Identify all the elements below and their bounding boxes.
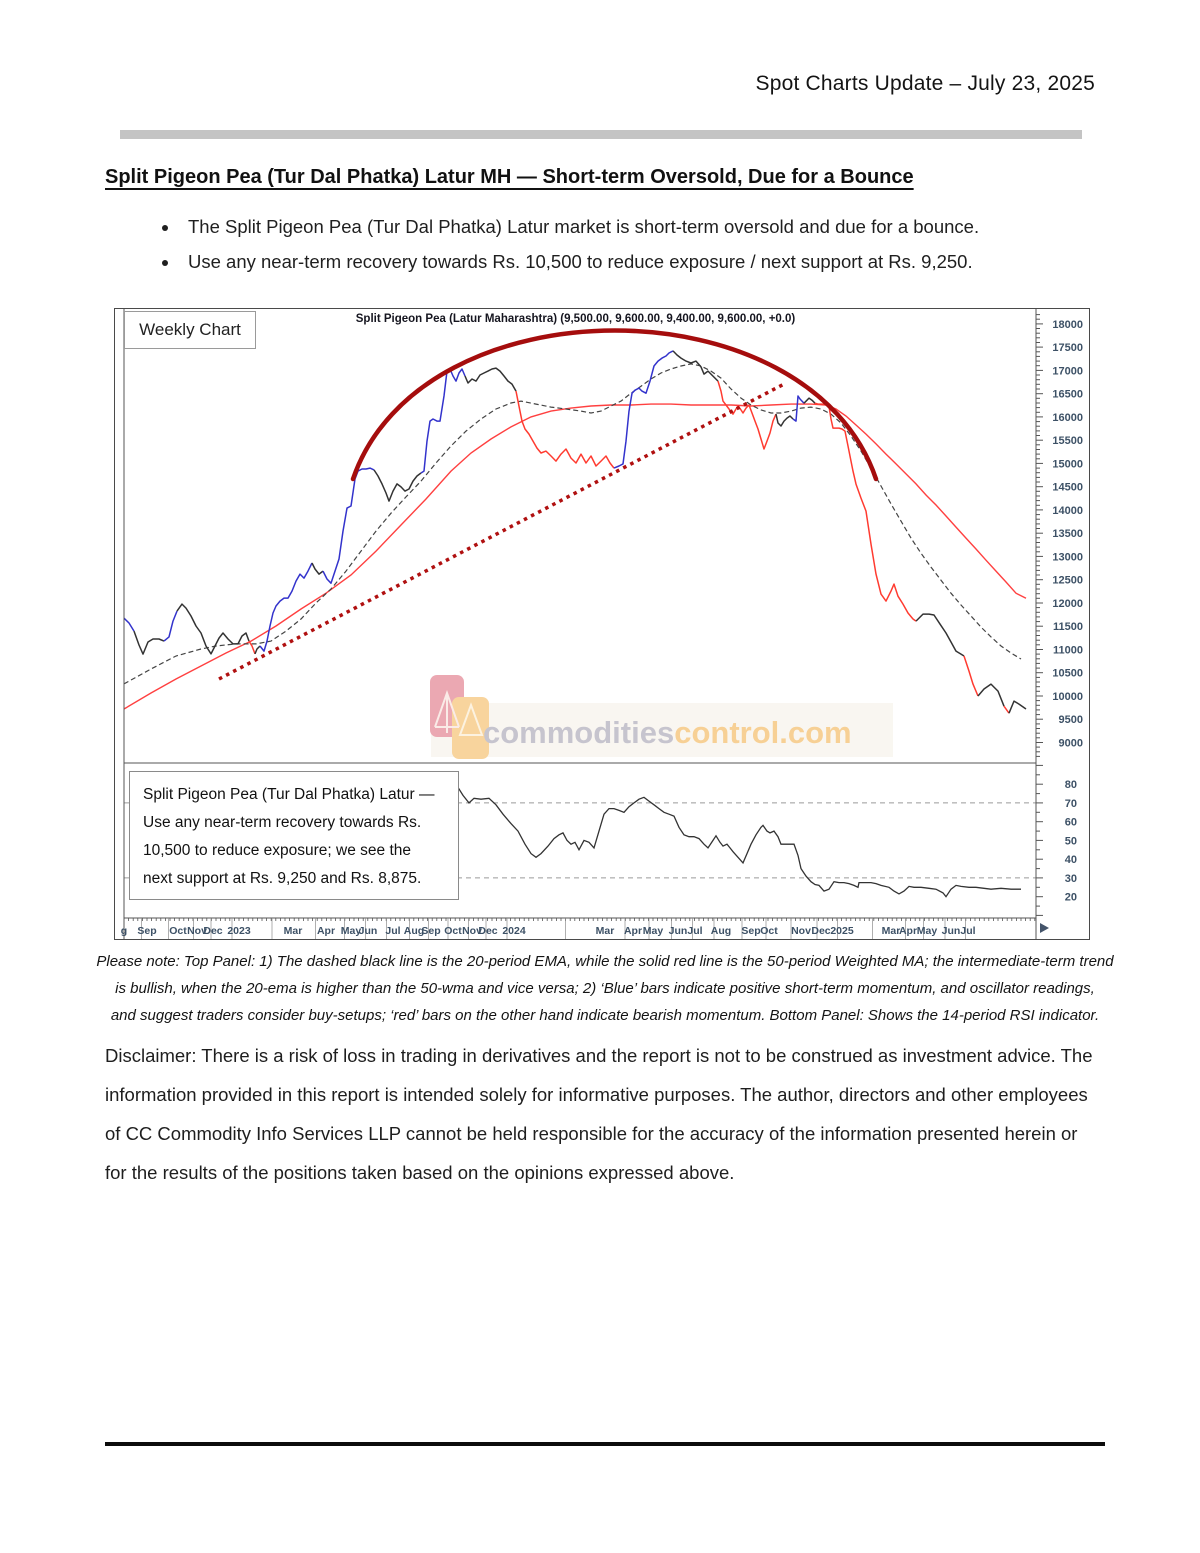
svg-text:May: May xyxy=(341,925,362,937)
svg-text:10000: 10000 xyxy=(1052,691,1083,703)
svg-text:May: May xyxy=(917,925,938,937)
chart-canvas: 18000 17500 17000 16500 16000 15500 15000 14500… xyxy=(121,309,1083,939)
annotation-line: Use any near-term recovery towards Rs. xyxy=(143,814,422,831)
svg-text:Jul: Jul xyxy=(385,925,400,937)
bullet-item: The Split Pigeon Pea (Tur Dal Phatka) La… xyxy=(180,216,1130,238)
svg-text:11500: 11500 xyxy=(1053,621,1083,633)
svg-text:Oct: Oct xyxy=(760,925,778,937)
svg-text:Mar: Mar xyxy=(596,925,615,937)
svg-text:30: 30 xyxy=(1065,873,1077,885)
svg-text:Jul: Jul xyxy=(960,925,975,937)
svg-text:15500: 15500 xyxy=(1052,435,1083,447)
svg-text:Nov: Nov xyxy=(791,925,811,937)
chart-footnote: Please note: Top Panel: 1) The dashed bl… xyxy=(95,948,1115,1029)
svg-text:May: May xyxy=(643,925,664,937)
svg-text:18000: 18000 xyxy=(1052,319,1083,331)
svg-text:50: 50 xyxy=(1065,835,1077,847)
annotation-line: 10,500 to reduce exposure; we see the xyxy=(143,842,411,859)
svg-text:Sep: Sep xyxy=(421,925,440,937)
svg-text:9500: 9500 xyxy=(1059,714,1083,726)
watermark: commoditiescontrol.com xyxy=(427,659,897,763)
svg-text:70: 70 xyxy=(1065,798,1077,810)
svg-text:40: 40 xyxy=(1065,854,1077,866)
svg-text:Mar: Mar xyxy=(284,925,303,937)
svg-text:80: 80 xyxy=(1065,779,1077,791)
svg-text:9000: 9000 xyxy=(1059,738,1083,750)
svg-text:13000: 13000 xyxy=(1052,551,1083,563)
svg-text:Sep: Sep xyxy=(137,925,156,937)
svg-text:12000: 12000 xyxy=(1052,598,1083,610)
chart-annotation: Split Pigeon Pea (Tur Dal Phatka) Latur … xyxy=(129,771,459,900)
divider-bar xyxy=(120,130,1082,139)
svg-text:13500: 13500 xyxy=(1052,528,1083,540)
page-title: Split Pigeon Pea (Tur Dal Phatka) Latur … xyxy=(105,166,914,188)
watermark-text-gray: commodities xyxy=(483,715,675,750)
svg-text:Dec: Dec xyxy=(203,925,222,937)
chart-title: Split Pigeon Pea (Latur Maharashtra) (9,… xyxy=(355,313,796,325)
svg-text:Aug: Aug xyxy=(404,925,424,937)
footer-divider xyxy=(105,1442,1105,1446)
svg-text:60: 60 xyxy=(1065,817,1077,829)
svg-text:Dec: Dec xyxy=(478,925,497,937)
annotation-line: Split Pigeon Pea (Tur Dal Phatka) Latur … xyxy=(143,786,435,803)
svg-text:11000: 11000 xyxy=(1053,645,1083,657)
svg-text:Jul: Jul xyxy=(687,925,702,937)
svg-text:Apr: Apr xyxy=(899,925,917,937)
svg-text:16000: 16000 xyxy=(1052,412,1083,424)
svg-text:16500: 16500 xyxy=(1052,389,1083,401)
svg-text:12500: 12500 xyxy=(1052,575,1083,587)
svg-text:17000: 17000 xyxy=(1052,365,1083,377)
svg-text:Dec: Dec xyxy=(811,925,830,937)
svg-text:Apr: Apr xyxy=(317,925,335,937)
svg-text:14500: 14500 xyxy=(1052,482,1083,494)
svg-text:Nov: Nov xyxy=(187,925,207,937)
svg-text:Jun: Jun xyxy=(359,925,378,937)
watermark-band xyxy=(431,703,893,757)
svg-text:Mar: Mar xyxy=(882,925,901,937)
bullet-item: Use any near-term recovery towards Rs. 1… xyxy=(180,251,1130,273)
svg-text:Sep: Sep xyxy=(741,925,760,937)
svg-text:Apr: Apr xyxy=(624,925,642,937)
svg-text:Aug: Aug xyxy=(711,925,731,937)
annotation-line: next support at Rs. 9,250 and Rs. 8,875. xyxy=(143,870,422,887)
svg-text:17500: 17500 xyxy=(1052,342,1083,354)
svg-text:2024: 2024 xyxy=(502,925,526,937)
summary-bullets: The Split Pigeon Pea (Tur Dal Phatka) La… xyxy=(140,216,1130,286)
watermark-text-orange: control.com xyxy=(674,715,852,750)
footnote-line: is bullish, when the 20-ema is higher th… xyxy=(115,980,1095,997)
svg-text:2025: 2025 xyxy=(830,925,854,937)
svg-text:20: 20 xyxy=(1065,892,1077,904)
svg-text:Oct: Oct xyxy=(444,925,462,937)
svg-text:Jun: Jun xyxy=(669,925,688,937)
svg-text:Nov: Nov xyxy=(462,925,482,937)
svg-text:14000: 14000 xyxy=(1052,505,1083,517)
footnote-line: and suggest traders consider buy-setups;… xyxy=(110,1007,1100,1024)
svg-text:15000: 15000 xyxy=(1052,458,1083,470)
report-header: Spot Charts Update – July 23, 2025 xyxy=(755,72,1095,95)
price-chart: 18000 17500 17000 16500 16000 15500 15000 14500… xyxy=(114,308,1090,940)
watermark-text: commoditiescontrol.com xyxy=(483,715,852,751)
svg-text:Jun: Jun xyxy=(942,925,961,937)
svg-text:2023: 2023 xyxy=(227,925,251,937)
chart-timeframe-label: Weekly Chart xyxy=(124,311,256,349)
svg-text:Oct: Oct xyxy=(169,925,187,937)
svg-text:10500: 10500 xyxy=(1052,668,1083,680)
footnote-line: Please note: Top Panel: 1) The dashed bl… xyxy=(96,953,1114,970)
commoditiescontrol-logo-icon xyxy=(430,675,489,759)
svg-text:g: g xyxy=(121,925,127,937)
disclaimer-text: Disclaimer: There is a risk of loss in t… xyxy=(105,1045,1093,1183)
